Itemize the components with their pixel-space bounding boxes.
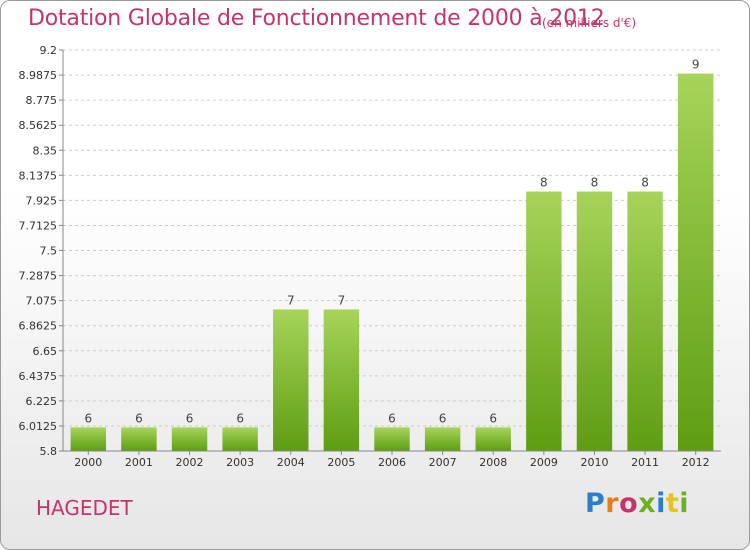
x-tick-label: 2010: [580, 456, 608, 469]
bar[interactable]: [526, 191, 562, 451]
bar-value-label: 6: [84, 411, 92, 425]
x-tick-label: 2002: [176, 456, 204, 469]
y-tick-label: 7.7125: [19, 219, 58, 232]
chart-subtitle: (en milliers d'€): [542, 16, 637, 30]
bar-value-label: 7: [338, 293, 346, 307]
bar[interactable]: [121, 427, 157, 451]
proxiti-logo[interactable]: Proxiti: [585, 488, 689, 519]
bar[interactable]: [222, 427, 258, 451]
x-tick-label: 2003: [226, 456, 254, 469]
bar[interactable]: [677, 73, 714, 452]
bar-value-label: 7: [287, 293, 295, 307]
x-tick-label: 2001: [125, 456, 153, 469]
bars: 6 6 6 6 7 7 6 6 6 8 8 8 9: [70, 58, 714, 452]
logo-letter: P: [585, 488, 606, 519]
logo-letter: x: [638, 488, 657, 519]
bar[interactable]: [627, 191, 663, 451]
y-tick-label: 7.925: [26, 194, 58, 207]
bar-value-label: 6: [135, 411, 143, 425]
bar-value-label: 6: [439, 411, 447, 425]
y-tick-label: 6.0125: [19, 420, 58, 433]
bar-value-label: 6: [489, 411, 497, 425]
bar[interactable]: [424, 427, 461, 451]
bar-value-label: 6: [236, 411, 244, 425]
y-tick-label: 6.225: [26, 395, 58, 408]
axes: 9.2 8.9875 8.775 8.5625 8.35 8.1375 7.925 7.712…: [19, 44, 721, 469]
logo-letter: r: [605, 488, 620, 519]
x-tick-label: 2007: [429, 456, 457, 469]
y-tick-label: 7.2875: [19, 270, 58, 283]
x-tick-label: 2005: [327, 456, 355, 469]
y-tick-label: 6.8625: [19, 320, 58, 333]
y-tick-label: 6.65: [33, 345, 58, 358]
y-tick-label: 8.775: [26, 94, 58, 107]
bar-value-label: 8: [591, 176, 599, 190]
y-tick-label: 8.9875: [19, 69, 58, 82]
bar[interactable]: [273, 309, 309, 451]
bar-value-label: 6: [186, 411, 194, 425]
grid-lines: [63, 49, 721, 427]
y-tick-label: 7.5: [40, 245, 58, 258]
bar-value-label: 8: [540, 176, 548, 190]
bar[interactable]: [475, 427, 511, 451]
chart-title: Dotation Globale de Fonctionnement de 20…: [28, 6, 605, 31]
y-tick-label: 8.1375: [19, 169, 58, 182]
logo-letter: i: [656, 488, 666, 519]
y-tick-label: 8.35: [33, 144, 58, 157]
bar[interactable]: [323, 309, 360, 451]
bar-value-label: 9: [692, 58, 700, 72]
bar[interactable]: [374, 427, 410, 451]
commune-name: HAGEDET: [36, 496, 133, 520]
y-tick-label: 7.075: [26, 295, 58, 308]
y-tick-label: 6.4375: [19, 370, 58, 383]
x-tick-label: 2000: [74, 456, 102, 469]
x-tick-label: 2011: [631, 456, 659, 469]
logo-letter: i: [679, 488, 690, 519]
logo-letter: t: [665, 488, 680, 519]
x-tick-label: 2008: [479, 456, 507, 469]
x-tick-label: 2012: [682, 456, 710, 469]
logo-letter: o: [619, 488, 639, 519]
y-tick-label: 5.8: [40, 445, 58, 458]
bar-value-label: 8: [641, 176, 649, 190]
bar[interactable]: [70, 427, 107, 451]
x-tick-label: 2004: [277, 456, 305, 469]
y-tick-label: 9.2: [40, 44, 58, 57]
bar[interactable]: [171, 427, 208, 451]
bar-value-label: 6: [388, 411, 396, 425]
y-tick-label: 8.5625: [19, 119, 58, 132]
bar[interactable]: [576, 191, 613, 451]
x-tick-label: 2009: [530, 456, 558, 469]
x-tick-label: 2006: [378, 456, 406, 469]
